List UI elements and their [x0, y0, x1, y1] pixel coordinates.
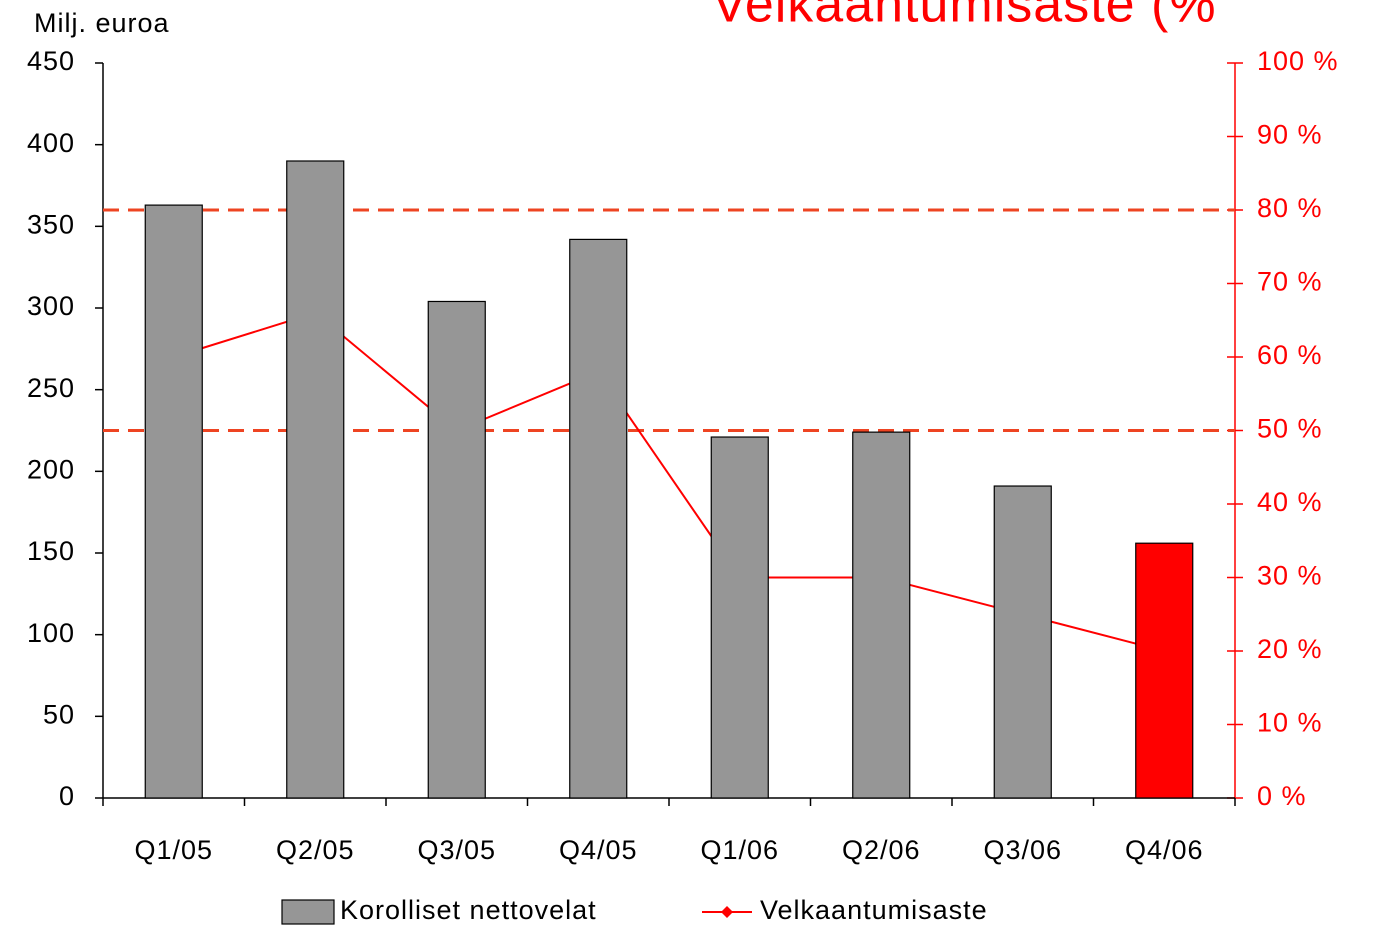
x-tick-label: Q4/06 — [1125, 835, 1204, 865]
y2-tick-label: 100 % — [1257, 46, 1339, 76]
chart-title: Velkaantumisaste (% — [712, 0, 1217, 34]
x-tick-label: Q1/05 — [134, 835, 213, 865]
bar — [852, 431, 911, 799]
bar — [569, 238, 628, 799]
y2-tick-label: 80 % — [1257, 193, 1323, 223]
bar — [1135, 542, 1194, 799]
bar — [993, 485, 1052, 799]
y-tick-label: 0 — [59, 781, 75, 811]
y-tick-label: 300 — [27, 291, 75, 321]
y-tick-label: 400 — [27, 128, 75, 158]
y-tick-label: 200 — [27, 454, 75, 484]
legend-marker — [721, 906, 733, 918]
bar — [710, 436, 769, 799]
bar — [427, 300, 486, 799]
bar — [144, 204, 203, 799]
y2-tick-label: 90 % — [1257, 120, 1323, 150]
y2-tick-label: 70 % — [1257, 267, 1323, 297]
y-tick-label: 150 — [27, 536, 75, 566]
bar — [286, 160, 345, 799]
y2-tick-label: 50 % — [1257, 414, 1323, 444]
x-tick-label: Q2/06 — [842, 835, 921, 865]
y-tick-label: 100 — [27, 618, 75, 648]
y-tick-label: 250 — [27, 373, 75, 403]
y2-tick-label: 20 % — [1257, 634, 1323, 664]
y2-tick-label: 0 % — [1257, 781, 1307, 811]
y-axis-label: Milj. euroa — [34, 8, 170, 38]
x-tick-label: Q3/06 — [983, 835, 1062, 865]
y-tick-label: 450 — [27, 46, 75, 76]
x-tick-label: Q3/05 — [417, 835, 496, 865]
y-tick-label: 350 — [27, 209, 75, 239]
legend-label: Velkaantumisaste — [760, 895, 988, 925]
y2-tick-label: 60 % — [1257, 340, 1323, 370]
x-tick-label: Q2/05 — [276, 835, 355, 865]
x-tick-label: Q4/05 — [559, 835, 638, 865]
y2-tick-label: 30 % — [1257, 561, 1323, 591]
y2-tick-label: 40 % — [1257, 487, 1323, 517]
y-tick-label: 50 — [43, 699, 75, 729]
x-tick-label: Q1/06 — [700, 835, 779, 865]
y2-tick-label: 10 % — [1257, 708, 1323, 738]
legend-swatch — [281, 899, 335, 925]
legend-label: Korolliset nettovelat — [340, 895, 597, 925]
